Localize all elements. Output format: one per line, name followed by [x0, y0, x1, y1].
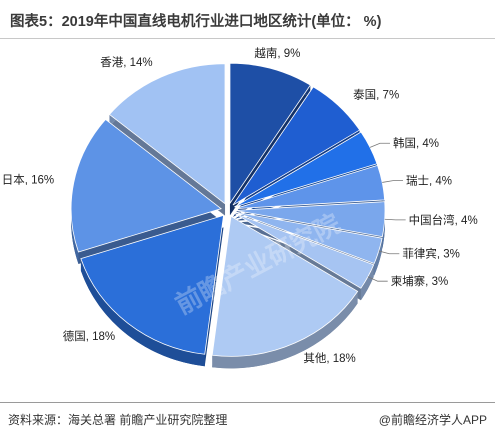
data-label-中国台湾: 中国台湾, 4% [409, 213, 478, 227]
pie-slice-香港 [108, 63, 226, 205]
pie-slice-韩国 [234, 131, 378, 208]
data-label-菲律宾: 菲律宾, 3% [402, 247, 460, 261]
pie-slice-日本 [70, 118, 222, 253]
pie-slice-越南 [229, 62, 311, 205]
credit-note: @前瞻经济学人APP [378, 413, 487, 427]
pie-slice-泰国 [232, 86, 361, 206]
pie-slice-德国 [80, 214, 225, 355]
data-label-柬埔寨: 柬埔寨, 3% [391, 274, 449, 288]
title-divider [0, 38, 495, 39]
data-label-其他: 其他, 18% [303, 352, 355, 365]
pie-slices [70, 62, 386, 357]
pie-slice-wall [80, 258, 205, 367]
leader-line [382, 180, 404, 183]
leader-line [369, 142, 391, 148]
leader-line [384, 218, 406, 221]
footer-divider [0, 402, 495, 403]
pie-slice-瑞士 [234, 164, 386, 210]
data-label-德国: 德国, 18% [63, 329, 115, 343]
data-label-泰国: 泰国, 7% [353, 87, 399, 101]
pie-labels: 越南, 9% 泰国, 7% 韩国, 4% 瑞士, 4% 中国台湾, 4% 菲律宾, 3% 柬… [2, 46, 478, 365]
data-label-日本: 日本, 16% [2, 172, 54, 186]
data-label-韩国: 韩国, 4% [393, 136, 439, 150]
chart-title: 图表5：2019年中国直线电机行业进口地区统计(单位： %) [10, 14, 382, 30]
pie-slice-wall [212, 291, 358, 369]
pie-slice-其他 [211, 215, 359, 357]
pie-slice-中国台湾 [234, 201, 386, 238]
leader-line [378, 250, 400, 255]
data-label-越南: 越南, 9% [254, 46, 300, 60]
data-label-香港: 香港, 14% [100, 56, 152, 69]
pie-slice-wall [382, 201, 385, 249]
leader-line [367, 276, 388, 282]
pie-slice-wall [360, 264, 374, 301]
source-note: 资料来源：海关总署 前瞻产业研究院整理 [8, 413, 228, 427]
data-label-瑞士: 瑞士, 4% [406, 174, 452, 188]
